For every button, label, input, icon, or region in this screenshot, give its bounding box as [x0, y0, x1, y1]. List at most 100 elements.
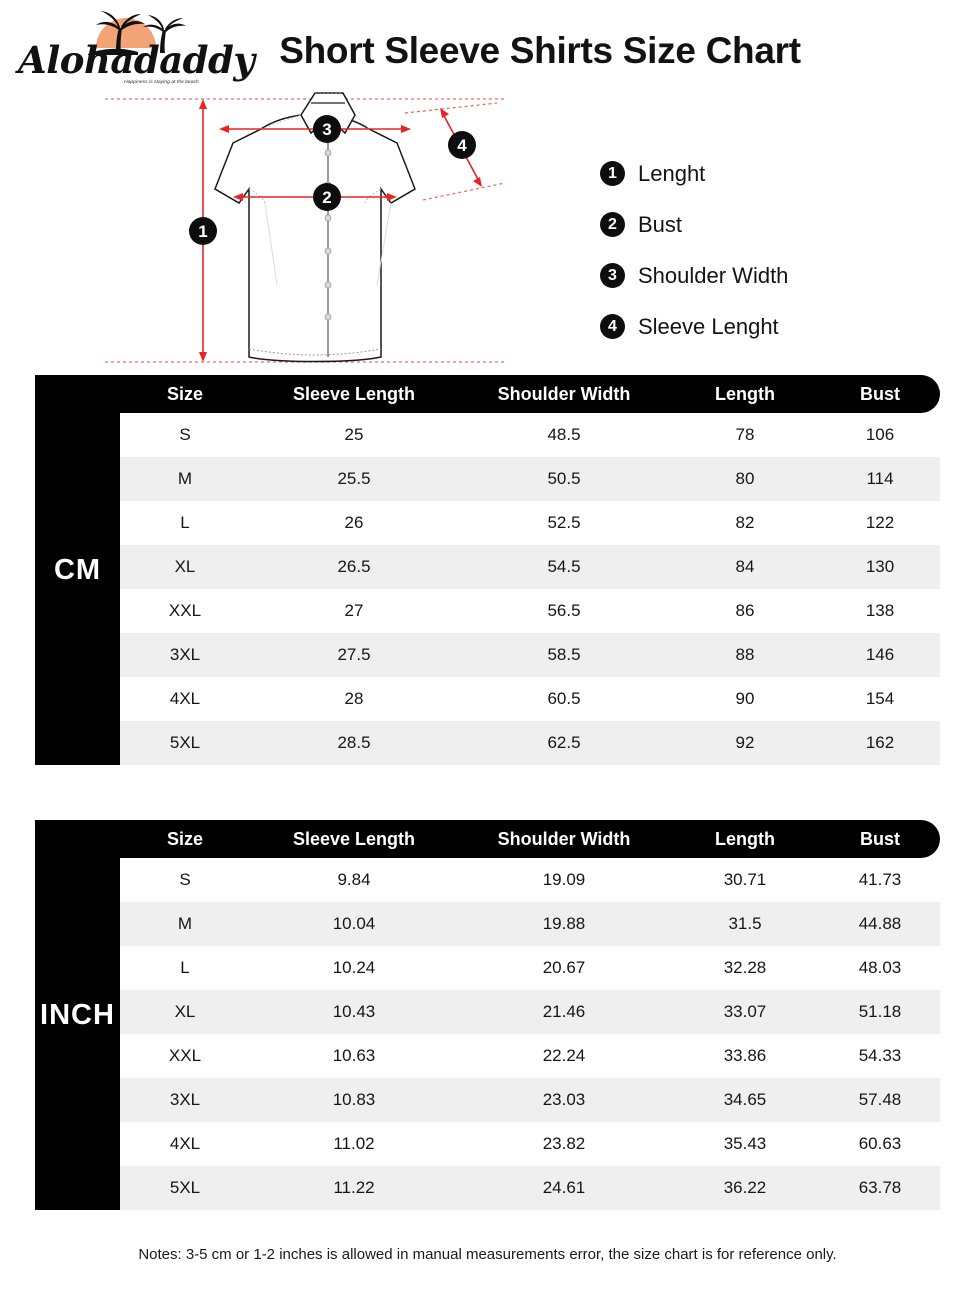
brand-logo: Alohadaddy Happiness is staying at the b…	[18, 8, 255, 90]
svg-text:4: 4	[457, 136, 467, 155]
col-header-length: Length	[715, 383, 775, 404]
table-row: M 25.5 50.5 80 114	[120, 457, 940, 501]
cell-size: 4XL	[169, 689, 201, 708]
cell-length: 35.43	[723, 1134, 767, 1153]
cell-shoulder-width: 60.5	[547, 689, 581, 708]
cell-bust: 130	[865, 557, 895, 576]
notes-text: Notes: 3-5 cm or 1-2 inches is allowed i…	[138, 1246, 837, 1263]
cell-bust: 154	[865, 689, 895, 708]
unit-label-cm: CM	[35, 375, 120, 765]
cell-size: XL	[174, 557, 196, 576]
col-header-size: Size	[166, 828, 204, 849]
legend-item-shoulder-width: 3 Shoulder Width	[600, 250, 930, 301]
size-table-inch: INCH Size Sleeve Length Shoulder Width L…	[35, 820, 940, 1210]
cell-sleeve-length: 10.43	[332, 1002, 376, 1021]
page-title: Short Sleeve Shirts Size Chart	[279, 30, 801, 71]
cell-bust: 60.63	[858, 1134, 902, 1153]
cell-bust: 57.48	[858, 1090, 902, 1109]
table-row: 3XL 10.83 23.03 34.65 57.48	[120, 1078, 940, 1122]
cell-size: 3XL	[169, 645, 201, 664]
cell-bust: 54.33	[858, 1046, 902, 1065]
legend-item-bust: 2 Bust	[600, 199, 930, 250]
table-row: S 25 48.5 78 106	[120, 413, 940, 457]
shirt-measurement-diagram: 1 2 3 4	[105, 92, 506, 363]
table-row: XL 26.5 54.5 84 130	[120, 545, 940, 589]
cell-shoulder-width: 50.5	[547, 469, 581, 488]
cell-sleeve-length: 25.5	[337, 469, 371, 488]
cell-size: S	[179, 870, 191, 889]
cell-shoulder-width: 19.09	[542, 870, 586, 889]
legend-label-sleeve-length: Sleeve Lenght	[638, 313, 779, 339]
cell-bust: 146	[865, 645, 895, 664]
table-row: XL 10.43 21.46 33.07 51.18	[120, 990, 940, 1034]
cell-shoulder-width: 24.61	[542, 1178, 586, 1197]
col-header-size: Size	[166, 383, 204, 404]
cell-bust: 51.18	[858, 1002, 902, 1021]
legend-label-bust: Bust	[638, 211, 683, 237]
cell-size: XL	[174, 1002, 196, 1021]
unit-label-inch: INCH	[35, 820, 120, 1210]
palm-sun-icon	[88, 11, 186, 55]
cell-bust: 63.78	[858, 1178, 902, 1197]
cell-bust: 162	[865, 733, 895, 752]
cell-bust: 48.03	[858, 958, 902, 977]
cell-shoulder-width: 22.24	[542, 1046, 586, 1065]
svg-text:3: 3	[322, 120, 331, 139]
cell-sleeve-length: 27.5	[337, 645, 371, 664]
legend-number-2-icon: 2	[600, 212, 625, 237]
cell-length: 34.65	[723, 1090, 767, 1109]
cell-length: 92	[735, 733, 755, 752]
table-row: 4XL 28 60.5 90 154	[120, 677, 940, 721]
marker-3-shoulder: 3	[313, 115, 341, 143]
cell-size: 5XL	[169, 733, 201, 752]
col-header-shoulder-width: Shoulder Width	[497, 383, 631, 404]
table-body-cm: Size Sleeve Length Shoulder Width Length…	[120, 375, 940, 765]
cell-sleeve-length: 28	[344, 689, 364, 708]
page-header: Alohadaddy Happiness is staying at the b…	[0, 0, 975, 95]
cell-shoulder-width: 62.5	[547, 733, 581, 752]
cell-bust: 41.73	[858, 870, 902, 889]
legend-label-length: Lenght	[638, 160, 706, 186]
cell-sleeve-length: 10.83	[332, 1090, 376, 1109]
cell-size: M	[177, 914, 193, 933]
svg-text:2: 2	[322, 188, 331, 207]
cell-shoulder-width: 48.5	[547, 425, 581, 444]
cell-length: 30.71	[723, 870, 767, 889]
cell-size: L	[180, 958, 190, 977]
cell-sleeve-length: 28.5	[337, 733, 371, 752]
cell-size: 5XL	[169, 1178, 201, 1197]
cell-bust: 122	[865, 513, 895, 532]
legend-item-sleeve-length: 4 Sleeve Lenght	[600, 301, 930, 352]
legend-number-3-icon: 3	[600, 263, 625, 288]
cell-length: 80	[735, 469, 755, 488]
table-rows-cm: S 25 48.5 78 106 M 25.5 50.5 80 114 L 26 52.5 82 122 XL…	[120, 413, 940, 765]
col-header-bust: Bust	[860, 828, 900, 849]
cell-length: 33.07	[723, 1002, 767, 1021]
cell-bust: 44.88	[858, 914, 902, 933]
legend-item-length: 1 Lenght	[600, 148, 930, 199]
cell-size: XXL	[168, 601, 202, 620]
cell-size: M	[177, 469, 193, 488]
col-header-bust: Bust	[860, 383, 900, 404]
cell-bust: 106	[865, 425, 895, 444]
size-table-cm: CM Size Sleeve Length Shoulder Width Len…	[35, 375, 940, 765]
cell-bust: 138	[865, 601, 895, 620]
cell-shoulder-width: 54.5	[547, 557, 581, 576]
cell-bust: 114	[866, 469, 894, 488]
cell-length: 88	[735, 645, 755, 664]
cell-shoulder-width: 19.88	[542, 914, 586, 933]
cell-sleeve-length: 10.24	[332, 958, 376, 977]
table-rows-inch: S 9.84 19.09 30.71 41.73 M 10.04 19.88 31.5 44.88…	[120, 858, 940, 1210]
cell-size: 3XL	[169, 1090, 201, 1109]
col-header-sleeve-length: Sleeve Length	[292, 828, 416, 849]
marker-4-sleeve: 4	[448, 131, 476, 159]
cell-length: 31.5	[728, 914, 762, 933]
cell-sleeve-length: 11.02	[333, 1134, 375, 1153]
cell-length: 32.28	[723, 958, 767, 977]
cell-length: 78	[735, 425, 755, 444]
cell-size: 4XL	[169, 1134, 201, 1153]
cell-shoulder-width: 56.5	[547, 601, 581, 620]
cell-length: 33.86	[723, 1046, 767, 1065]
table-header-row-inch: Size Sleeve Length Shoulder Width Length…	[120, 820, 940, 858]
table-header-row-cm: Size Sleeve Length Shoulder Width Length…	[120, 375, 940, 413]
